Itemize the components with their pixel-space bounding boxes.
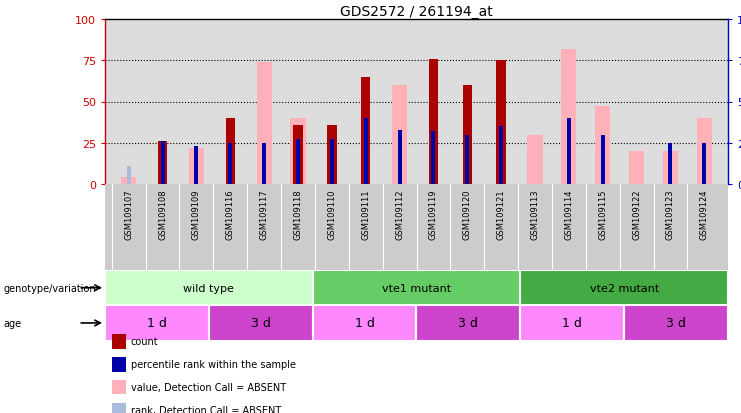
Bar [293,125,303,185]
Text: GSM109120: GSM109120 [463,189,472,239]
Text: GSM109110: GSM109110 [328,189,336,239]
Bar [209,306,313,341]
Bar [629,152,644,185]
Text: value, Detection Call = ABSENT: value, Detection Call = ABSENT [131,382,286,392]
Bar [624,306,728,341]
Bar [327,125,336,185]
Text: 3 d: 3 d [666,317,686,330]
Bar [416,306,520,341]
Text: GSM109109: GSM109109 [192,189,201,239]
Bar [225,119,235,185]
Text: count: count [131,337,159,347]
Bar [121,178,136,185]
Bar [158,142,167,185]
Text: GSM109111: GSM109111 [361,189,370,239]
Text: rank, Detection Call = ABSENT: rank, Detection Call = ABSENT [131,405,281,413]
Text: GSM109121: GSM109121 [496,189,505,239]
Bar [127,166,130,185]
Text: GSM109113: GSM109113 [531,189,539,240]
Text: genotype/variation: genotype/variation [4,283,96,293]
Bar [528,135,542,185]
Bar [161,142,165,185]
Bar [296,140,300,185]
Bar [499,127,503,185]
Text: vte2 mutant: vte2 mutant [590,283,659,293]
Bar [105,306,209,341]
Bar [194,147,199,185]
Bar [496,61,506,185]
Text: GSM109119: GSM109119 [429,189,438,239]
Text: 1 d: 1 d [355,317,374,330]
Bar [595,107,611,185]
Text: GSM109118: GSM109118 [293,189,302,240]
Bar [313,306,416,341]
Bar [364,119,368,185]
Text: GSM109114: GSM109114 [565,189,574,239]
Bar [397,130,402,185]
Bar [330,140,334,185]
Text: wild type: wild type [183,283,234,293]
Bar [189,148,204,185]
Bar [429,59,438,185]
Text: GSM109122: GSM109122 [632,189,641,239]
Text: GSM109117: GSM109117 [259,189,269,240]
Text: GSM109108: GSM109108 [158,189,167,240]
Text: percentile rank within the sample: percentile rank within the sample [131,359,296,369]
Bar [290,119,305,185]
Bar [567,119,571,185]
Bar [256,63,272,185]
Title: GDS2572 / 261194_at: GDS2572 / 261194_at [340,5,493,19]
Text: 3 d: 3 d [459,317,479,330]
Text: vte1 mutant: vte1 mutant [382,283,451,293]
Bar [520,306,624,341]
Text: 1 d: 1 d [147,317,167,330]
Text: GSM109123: GSM109123 [666,189,675,240]
Text: GSM109112: GSM109112 [395,189,404,239]
Bar [465,135,469,185]
Bar [228,143,233,185]
Text: GSM109107: GSM109107 [124,189,133,240]
Bar [431,132,436,185]
Text: age: age [4,318,21,328]
Bar [662,152,678,185]
Bar [668,143,673,185]
Bar [392,86,408,185]
Bar [561,50,576,185]
Text: GSM109116: GSM109116 [226,189,235,240]
Bar [262,143,266,185]
Text: GSM109124: GSM109124 [700,189,709,239]
Text: GSM109115: GSM109115 [598,189,607,239]
Bar [105,271,313,306]
Bar [520,271,728,306]
Bar [361,78,370,185]
Bar [462,86,472,185]
Bar [702,143,706,185]
Bar [697,119,712,185]
Text: 1 d: 1 d [562,317,582,330]
Bar [601,135,605,185]
Bar [313,271,520,306]
Text: 3 d: 3 d [250,317,270,330]
